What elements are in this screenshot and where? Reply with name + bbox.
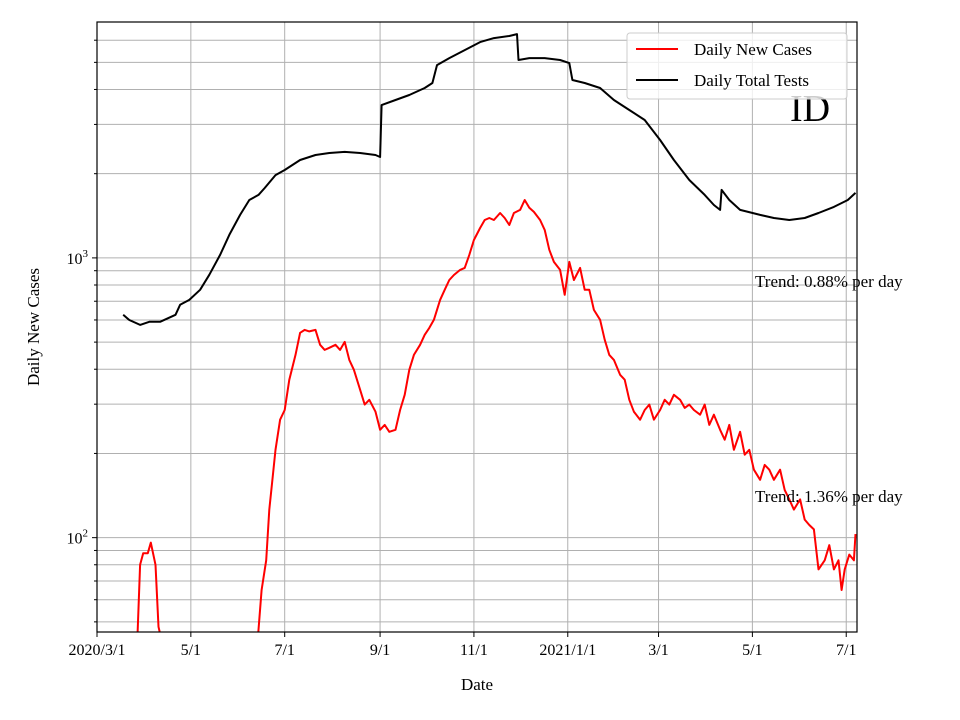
y-tick-exponent: 3 (83, 248, 89, 260)
x-axis: 2020/3/1 5/1 7/1 9/1 11/1 2021/1/1 3/1 5/1 7/1 (69, 632, 856, 659)
x-tick-label: 11/1 (460, 642, 488, 659)
y-tick-base: 10 (67, 531, 83, 548)
legend-label-tests: Daily Total Tests (694, 71, 809, 90)
legend-label-cases: Daily New Cases (694, 40, 812, 59)
series-line-daily-new-cases (257, 199, 857, 632)
grid (96, 22, 857, 632)
x-tick-label: 2020/3/1 (69, 642, 126, 659)
x-tick-label: 7/1 (274, 642, 294, 659)
y-tick-base: 10 (67, 251, 83, 268)
x-tick-label: 5/1 (742, 642, 762, 659)
x-tick-label: 9/1 (370, 642, 390, 659)
y-tick-exponent: 2 (83, 528, 89, 540)
x-tick-label: 3/1 (648, 642, 668, 659)
trend-annotation-tests: Trend: 0.88% per day (755, 272, 903, 291)
legend-box (626, 32, 848, 100)
x-axis-label: Date (461, 675, 493, 694)
trend-annotation-cases: Trend: 1.36% per day (755, 487, 903, 506)
y-tick-label: 102 (67, 528, 89, 548)
y-axis-label: Daily New Cases (24, 268, 43, 386)
legend: Daily New Cases Daily Total Tests (626, 32, 848, 100)
plot-frame (96, 21, 858, 633)
series-line-daily-new-cases (136, 541, 161, 632)
x-tick-label: 5/1 (181, 642, 201, 659)
x-tick-label: 2021/1/1 (539, 642, 596, 659)
x-tick-label: 7/1 (836, 642, 856, 659)
series-lines (122, 33, 857, 632)
y-tick-label: 103 (67, 248, 89, 268)
series-line-daily-total-tests (122, 33, 857, 326)
